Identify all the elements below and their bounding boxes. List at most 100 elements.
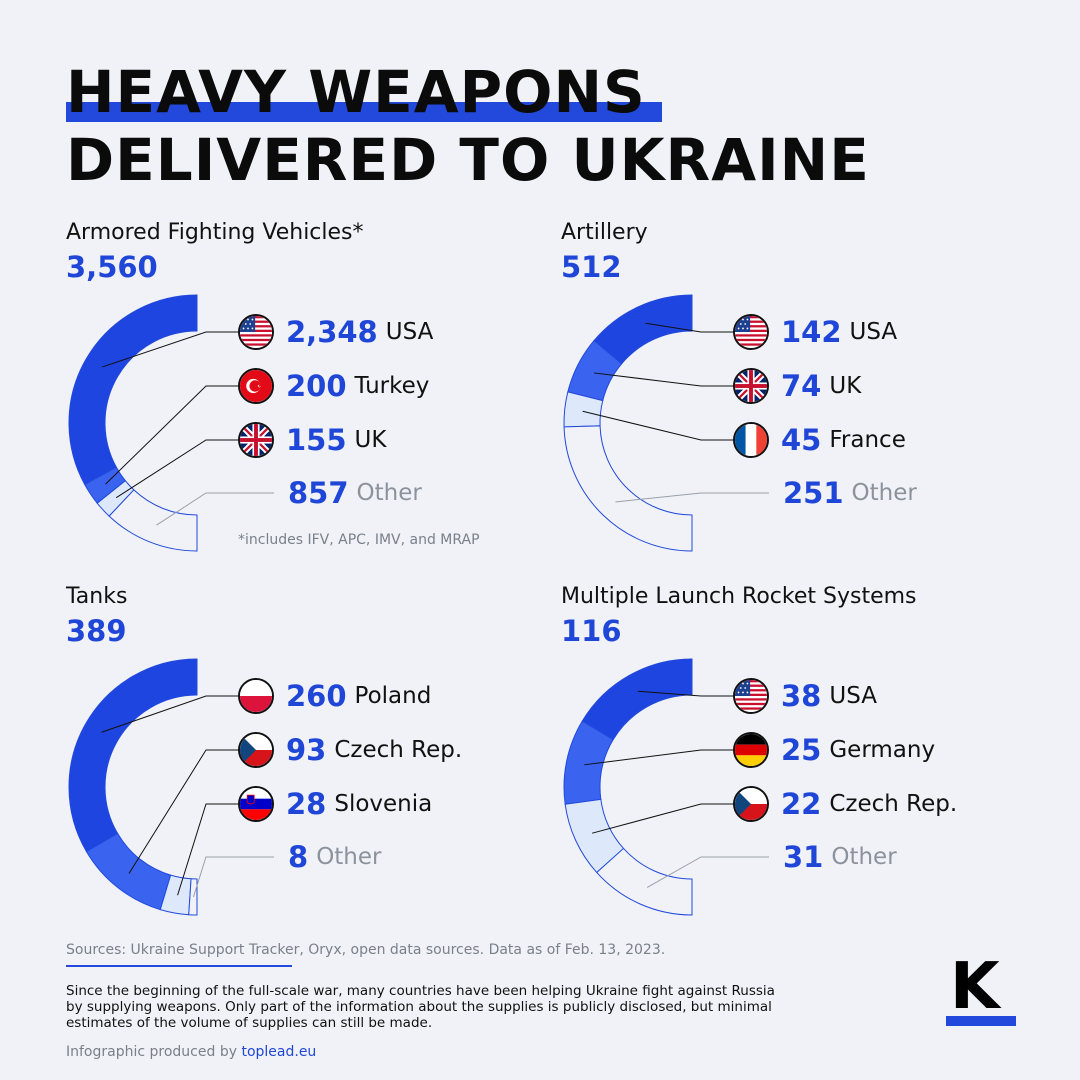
donut-chart: [563, 658, 769, 916]
donut-segment-usa: [68, 294, 198, 486]
value-label: 260: [286, 679, 347, 713]
value-label: 8: [288, 840, 309, 874]
value-label: 93: [286, 733, 327, 767]
infographic-title: HEAVY WEAPONS DELIVERED TO UKRAINE: [66, 58, 870, 194]
category-label: Other: [316, 844, 382, 870]
category-label: Poland: [354, 683, 432, 709]
value-label: 200: [286, 369, 347, 403]
leader-line: [637, 690, 733, 697]
leader-line: [593, 372, 733, 387]
donut-chart: [68, 294, 274, 552]
value-label: 45: [781, 423, 822, 457]
value-label: 857: [288, 476, 349, 510]
value-label: 2,348: [286, 315, 378, 349]
legend-row: 45 France: [733, 420, 906, 460]
donut-segment-poland: [68, 658, 198, 853]
value-label: 38: [781, 679, 822, 713]
flag-si-icon: [238, 786, 274, 822]
leader-line: [646, 856, 769, 888]
chart-mlrs: Multiple Launch Rocket Systems 116 38 USA…: [561, 584, 1031, 924]
chart-afv: Armored Fighting Vehicles* 3,560 2,348 US…: [66, 220, 536, 560]
credit-text: Infographic produced by toplead.eu: [66, 1044, 316, 1060]
credit-link[interactable]: toplead.eu: [241, 1044, 317, 1060]
category-label: Czech Rep.: [829, 791, 958, 817]
leader-line: [615, 492, 769, 503]
category-label: UK: [829, 373, 862, 399]
title-line-1: HEAVY WEAPONS: [66, 58, 870, 126]
logo-bar: [946, 1016, 1016, 1026]
leader-line: [192, 856, 274, 898]
legend-row: 200 Turkey: [238, 366, 429, 406]
value-label: 155: [286, 423, 347, 457]
value-label: 25: [781, 733, 822, 767]
chart-title: Armored Fighting Vehicles*: [66, 220, 364, 245]
category-label: France: [829, 427, 906, 453]
title-highlight-bar: [66, 102, 662, 122]
chart-tanks: Tanks 389 260 Poland 93 Czech Rep. 28 Sloveni…: [66, 584, 536, 924]
value-label: 142: [781, 315, 842, 349]
legend-row: 38 USA: [733, 676, 877, 716]
donut-segment-usa: [581, 658, 693, 741]
value-label: 31: [783, 840, 824, 874]
legend-row: 251 Other: [783, 473, 917, 513]
category-label: USA: [849, 319, 898, 345]
flag-us-icon: [733, 314, 769, 350]
legend-row: 155 UK: [238, 420, 386, 460]
legend-row: 857 Other: [288, 473, 422, 513]
leader-line: [101, 695, 238, 733]
description-text: Since the beginning of the full-scale wa…: [66, 983, 775, 1031]
sources-text: Sources: Ukraine Support Tracker, Oryx, …: [66, 942, 666, 958]
leader-line: [115, 439, 238, 499]
category-label: Other: [831, 844, 897, 870]
chart-artillery: Artillery 512 142 USA 74 UK 45 France 251 Other: [561, 220, 1031, 560]
legend-row: 260 Poland: [238, 676, 431, 716]
value-label: 74: [781, 369, 822, 403]
category-label: Slovenia: [334, 791, 433, 817]
legend-row: 8 Other: [288, 837, 382, 877]
chart-total: 389: [66, 614, 127, 648]
leader-line: [592, 803, 733, 834]
leader-line: [645, 322, 733, 333]
chart-title: Tanks: [66, 584, 128, 609]
category-label: USA: [829, 683, 877, 709]
flag-tr-icon: [238, 368, 274, 404]
leader-line: [584, 749, 733, 766]
brand-logo: K: [946, 954, 1016, 1028]
chart-total: 3,560: [66, 250, 158, 284]
credit-prefix: Infographic produced by: [66, 1044, 242, 1060]
sources-underline: [66, 965, 292, 967]
value-label: 28: [286, 787, 327, 821]
legend-row: 31 Other: [783, 837, 897, 877]
flag-gb-icon: [733, 368, 769, 404]
value-label: 22: [781, 787, 822, 821]
legend-row: 74 UK: [733, 366, 861, 406]
leader-line: [128, 749, 238, 874]
donut-segment-other: [108, 489, 198, 552]
category-label: Other: [851, 480, 917, 506]
legend-row: 25 Germany: [733, 730, 935, 770]
legend-row: 93 Czech Rep.: [238, 730, 462, 770]
flag-pl-icon: [238, 678, 274, 714]
donut-segment-czech-rep: [85, 832, 172, 911]
chart-title: Artillery: [561, 220, 648, 245]
chart-total: 116: [561, 614, 622, 648]
title-line-2: DELIVERED TO UKRAINE: [66, 126, 870, 194]
leader-line: [102, 331, 238, 368]
legend-row: 2,348 USA: [238, 312, 433, 352]
flag-de-icon: [733, 732, 769, 768]
flag-us-icon: [238, 314, 274, 350]
donut-chart: [563, 294, 769, 552]
category-label: USA: [385, 319, 434, 345]
donut-chart: [68, 658, 274, 916]
category-label: Germany: [829, 737, 936, 763]
leader-line: [582, 410, 733, 441]
title-line-1-text: HEAVY WEAPONS: [66, 58, 646, 126]
donut-segment-other: [563, 425, 693, 552]
leader-line: [156, 492, 274, 526]
flag-gb-icon: [238, 422, 274, 458]
category-label: Other: [356, 480, 422, 506]
category-label: UK: [354, 427, 387, 453]
leader-line: [105, 385, 238, 485]
chart-title: Multiple Launch Rocket Systems: [561, 584, 917, 609]
category-label: Turkey: [354, 373, 430, 399]
